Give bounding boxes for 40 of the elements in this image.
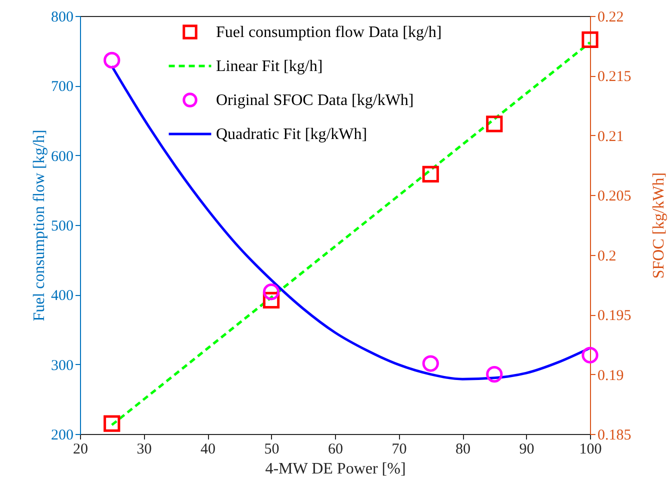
y2-axis-title: SFOC [kg/kWh] [650,172,668,279]
x-tick-label: 80 [456,442,470,458]
y2-tick-label: 0.22 [598,10,624,26]
point [422,355,439,372]
point [582,346,598,364]
y2-tick-label: 0.205 [598,188,632,205]
y2-tick-label: 0.2 [598,248,616,264]
y-tick-label: 200 [51,428,74,444]
legend-label: Original SFOC Data [kg/kWh] [216,92,414,109]
x-tick-label: 90 [519,442,534,458]
x-tick-label: 70 [392,442,407,458]
y2-tick-label: 0.21 [598,128,624,145]
point [262,284,280,300]
y-tick-label: 300 [51,358,74,374]
legend-label: Quadratic Fit [kg/kWh] [216,126,368,143]
y-axis-title: Fuel consumption flow [kg/h] [31,130,48,322]
point [422,166,439,182]
y-tick-label: 400 [51,288,74,304]
y2-tick-label: 0.19 [598,368,624,384]
y-tick-label: 700 [51,79,74,96]
y-tick-label: 500 [51,218,74,234]
point [582,31,598,48]
x-tick-label: 40 [200,442,216,458]
y2-tick-label: 0.185 [598,428,632,444]
point [486,366,503,383]
y2-tick-label: 0.195 [598,308,632,324]
legend-label: Fuel consumption flow Data [kg/h] [216,24,442,41]
y-tick-label: 600 [51,148,74,165]
x-axis-title: 4-MW DE Power [%] [265,460,406,478]
x-tick-label: 30 [136,442,152,458]
y2-tick-label: 0.215 [598,69,632,86]
point [104,415,120,432]
y-tick-label: 800 [51,10,74,26]
x-tick-label: 50 [264,442,280,458]
legend-label: Linear Fit [kg/h] [216,58,323,75]
point [486,116,503,132]
x-tick-label: 60 [328,442,343,458]
point [104,52,120,68]
x-tick-label: 100 [579,442,602,458]
x-tick-label: 20 [73,442,88,458]
